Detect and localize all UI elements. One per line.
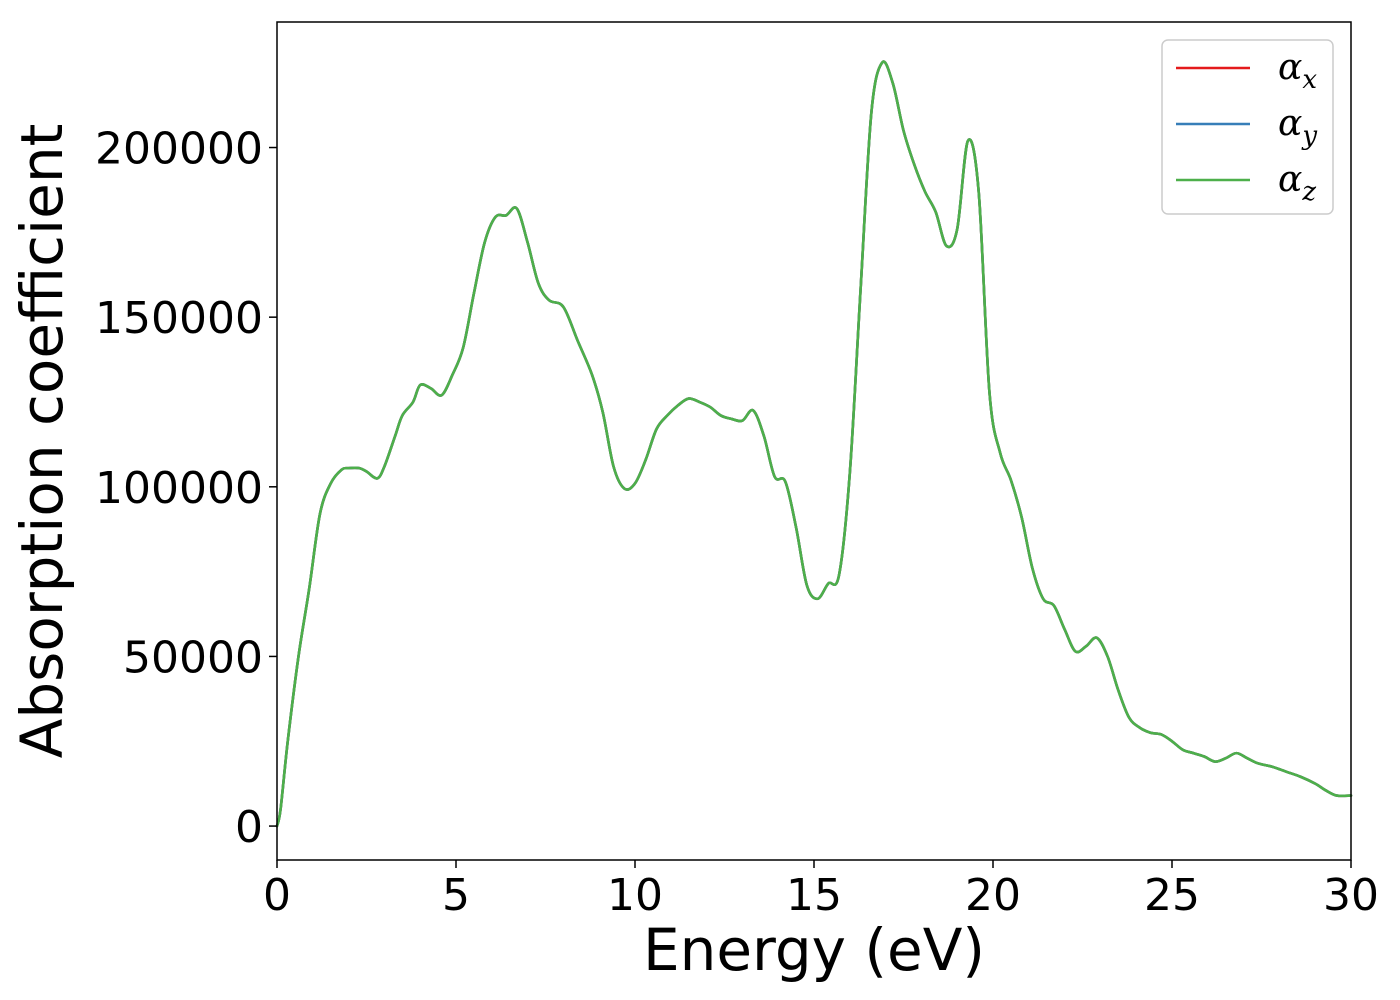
y-tick-label: 200000 xyxy=(95,124,263,175)
y-tick-label: 50000 xyxy=(123,632,263,683)
series-line-3 xyxy=(275,60,1353,828)
legend: αx αy αz xyxy=(1161,39,1334,215)
legend-label-1: αx xyxy=(1278,47,1317,95)
x-tick-label: 10 xyxy=(607,870,663,921)
legend-label-2: αy xyxy=(1278,103,1317,151)
x-tick-label: 30 xyxy=(1323,870,1379,921)
x-tick-label: 5 xyxy=(442,870,470,921)
x-axis-ticks: 0 5 10 15 20 25 30 xyxy=(263,860,1379,921)
legend-label-3: αz xyxy=(1278,159,1316,207)
x-tick-label: 0 xyxy=(263,870,291,921)
y-axis-label: Absorption coefficient xyxy=(8,124,76,759)
series-layer xyxy=(275,60,1353,828)
legend-box xyxy=(1161,39,1334,215)
x-tick-label: 25 xyxy=(1144,870,1200,921)
x-tick-label: 20 xyxy=(965,870,1021,921)
x-axis-label: Energy (eV) xyxy=(643,916,985,984)
legend-entries: αx αy αz xyxy=(1176,47,1317,207)
y-tick-label: 150000 xyxy=(95,293,263,344)
y-axis-ticks: 0 50000 100000 150000 200000 xyxy=(95,124,277,853)
y-tick-label: 0 xyxy=(235,802,263,853)
x-tick-label: 15 xyxy=(786,870,842,921)
y-tick-label: 100000 xyxy=(95,463,263,514)
